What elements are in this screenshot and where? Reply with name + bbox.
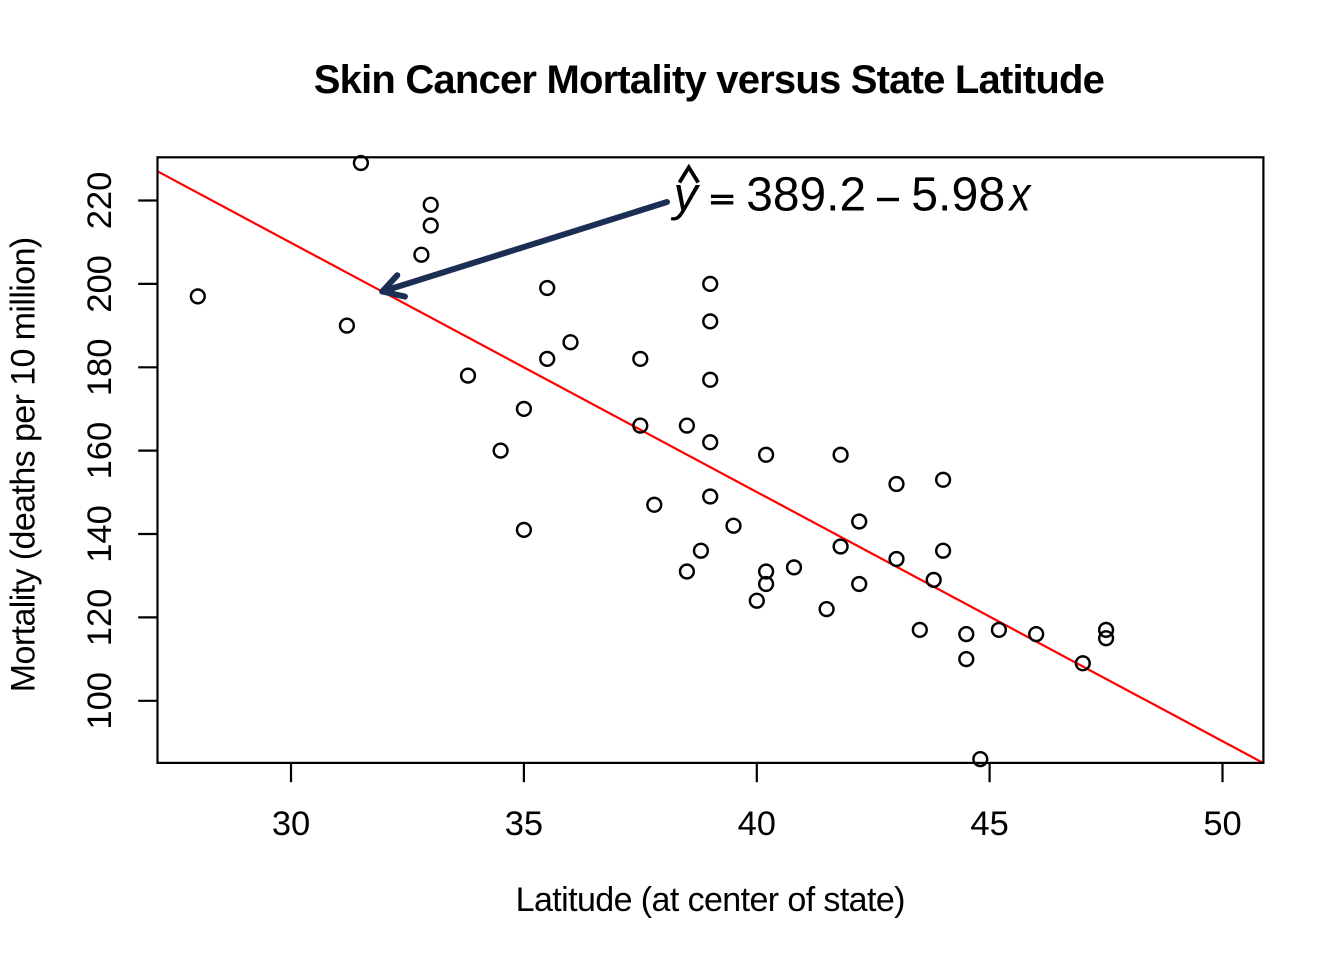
svg-text:100: 100	[81, 672, 119, 730]
svg-text:160: 160	[81, 422, 119, 480]
svg-text:45: 45	[970, 805, 1008, 843]
svg-text:y: y	[671, 167, 701, 221]
svg-text:30: 30	[272, 805, 310, 843]
svg-text:180: 180	[81, 339, 119, 397]
svg-text:200: 200	[81, 255, 119, 313]
svg-text:5.98: 5.98	[911, 167, 1005, 221]
svg-text:40: 40	[738, 805, 776, 843]
svg-text:Latitude (at center of state): Latitude (at center of state)	[516, 881, 905, 919]
svg-text:220: 220	[81, 172, 119, 230]
svg-text:140: 140	[81, 505, 119, 563]
svg-text:35: 35	[505, 805, 543, 843]
svg-text:x: x	[1008, 167, 1032, 221]
svg-text:Mortality (deaths per 10 milli: Mortality (deaths per 10 million)	[4, 237, 42, 692]
svg-text:50: 50	[1203, 805, 1241, 843]
svg-text:Skin Cancer Mortality versus S: Skin Cancer Mortality versus State Latit…	[314, 58, 1104, 102]
svg-text:389.2: 389.2	[746, 167, 866, 221]
svg-text:120: 120	[81, 589, 119, 647]
